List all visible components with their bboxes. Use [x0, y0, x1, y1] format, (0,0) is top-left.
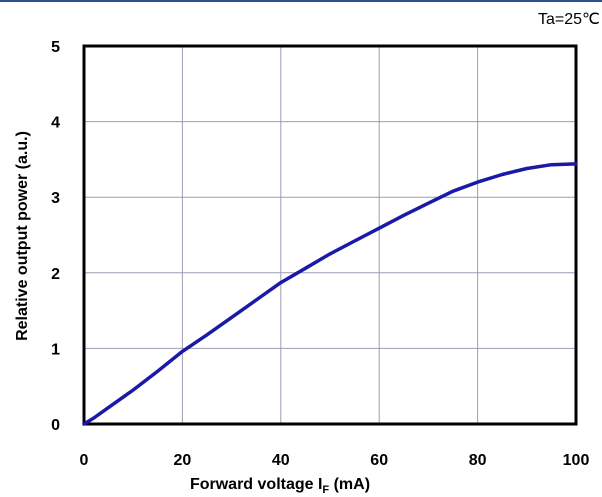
x-axis-title: Forward voltage IF (mA) — [190, 476, 370, 496]
data-layer — [82, 162, 578, 426]
x-axis-title-unit: (mA) — [329, 476, 370, 493]
x-tick-label: 60 — [370, 452, 388, 469]
x-tick-label: 80 — [469, 452, 487, 469]
y-tick-label: 3 — [51, 190, 60, 207]
y-tick-label: 4 — [51, 115, 60, 132]
y-tick-label: 1 — [51, 341, 60, 358]
y-tick-label: 0 — [51, 417, 60, 434]
y-tick-label: 2 — [51, 266, 60, 283]
y-axis-title: Relative output power (a.u.) — [14, 131, 31, 341]
x-tick-label: 0 — [80, 452, 89, 469]
x-tick-label: 40 — [272, 452, 290, 469]
x-axis-title-subscript: F — [322, 484, 329, 496]
plot-frame — [82, 44, 578, 426]
temperature-annotation: Ta=25℃ — [538, 11, 600, 28]
x-tick-label: 20 — [174, 452, 192, 469]
x-tick-labels: 0 20 40 60 80 100 — [80, 452, 590, 469]
series-line — [82, 162, 578, 426]
y-tick-labels: 0 1 2 3 4 5 — [51, 39, 60, 434]
x-tick-label: 100 — [563, 452, 590, 469]
grid-lines — [84, 46, 576, 424]
y-tick-label: 5 — [51, 39, 60, 56]
x-axis-title-main: Forward voltage I — [190, 476, 322, 493]
